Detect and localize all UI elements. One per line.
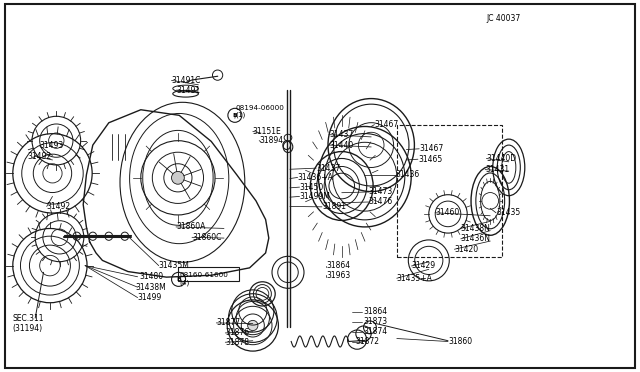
Text: 31420: 31420 <box>454 245 479 254</box>
Text: 31491: 31491 <box>177 86 201 94</box>
Text: 31435M: 31435M <box>159 261 189 270</box>
Text: 31476: 31476 <box>369 198 393 206</box>
Text: 31473: 31473 <box>369 187 393 196</box>
Text: 31492: 31492 <box>47 202 71 211</box>
Text: 08194-06000
(1): 08194-06000 (1) <box>236 105 284 118</box>
Text: 31874: 31874 <box>364 327 388 336</box>
Text: 31436N: 31436N <box>461 234 491 243</box>
Text: 31437: 31437 <box>316 164 340 173</box>
Text: 31440: 31440 <box>329 141 353 150</box>
Text: 31429: 31429 <box>412 262 436 270</box>
Text: 08160-61600
(4): 08160-61600 (4) <box>179 272 228 286</box>
Text: 31436: 31436 <box>396 170 420 179</box>
Text: 31437: 31437 <box>329 130 353 139</box>
Text: 31480: 31480 <box>140 272 164 281</box>
Text: 31873: 31873 <box>364 317 388 326</box>
Text: 31876: 31876 <box>225 328 250 337</box>
Text: 31963: 31963 <box>326 271 351 280</box>
Text: 31151E: 31151E <box>253 127 282 136</box>
Text: 31877: 31877 <box>216 318 241 327</box>
Text: JC 40037: JC 40037 <box>486 14 521 23</box>
Text: B: B <box>176 277 181 282</box>
Text: 31467: 31467 <box>419 144 444 153</box>
Text: 31435: 31435 <box>496 208 520 217</box>
Text: 31460: 31460 <box>435 208 460 217</box>
Text: 31435+A: 31435+A <box>397 274 433 283</box>
Text: 31493: 31493 <box>40 141 64 150</box>
Text: 31894: 31894 <box>259 136 284 145</box>
Text: 31438N: 31438N <box>461 224 491 233</box>
Text: 31864: 31864 <box>364 307 388 316</box>
Text: 31891: 31891 <box>322 202 346 211</box>
Text: 31872: 31872 <box>356 337 380 346</box>
Bar <box>178 267 239 281</box>
Text: 31431: 31431 <box>485 165 509 174</box>
Text: 31860A: 31860A <box>176 222 205 231</box>
Text: 31878: 31878 <box>225 338 249 347</box>
Text: 31465: 31465 <box>418 155 442 164</box>
Text: 31440D: 31440D <box>486 154 516 163</box>
Text: 31492: 31492 <box>28 152 52 161</box>
Circle shape <box>172 171 184 184</box>
Text: B: B <box>232 113 237 118</box>
Text: 31860C: 31860C <box>192 233 221 242</box>
Circle shape <box>248 320 258 331</box>
Text: SEC.311
(31194): SEC.311 (31194) <box>13 314 44 333</box>
Text: 31860: 31860 <box>448 337 472 346</box>
Text: 31499M: 31499M <box>300 192 330 201</box>
Text: 31864: 31864 <box>326 262 351 270</box>
Bar <box>397 125 502 257</box>
Text: 31499: 31499 <box>138 293 162 302</box>
Text: 31436+A: 31436+A <box>298 173 333 182</box>
Text: 31467: 31467 <box>374 120 399 129</box>
Text: 31438M: 31438M <box>136 283 166 292</box>
Text: 31450: 31450 <box>300 183 324 192</box>
Text: 31491C: 31491C <box>172 76 201 85</box>
